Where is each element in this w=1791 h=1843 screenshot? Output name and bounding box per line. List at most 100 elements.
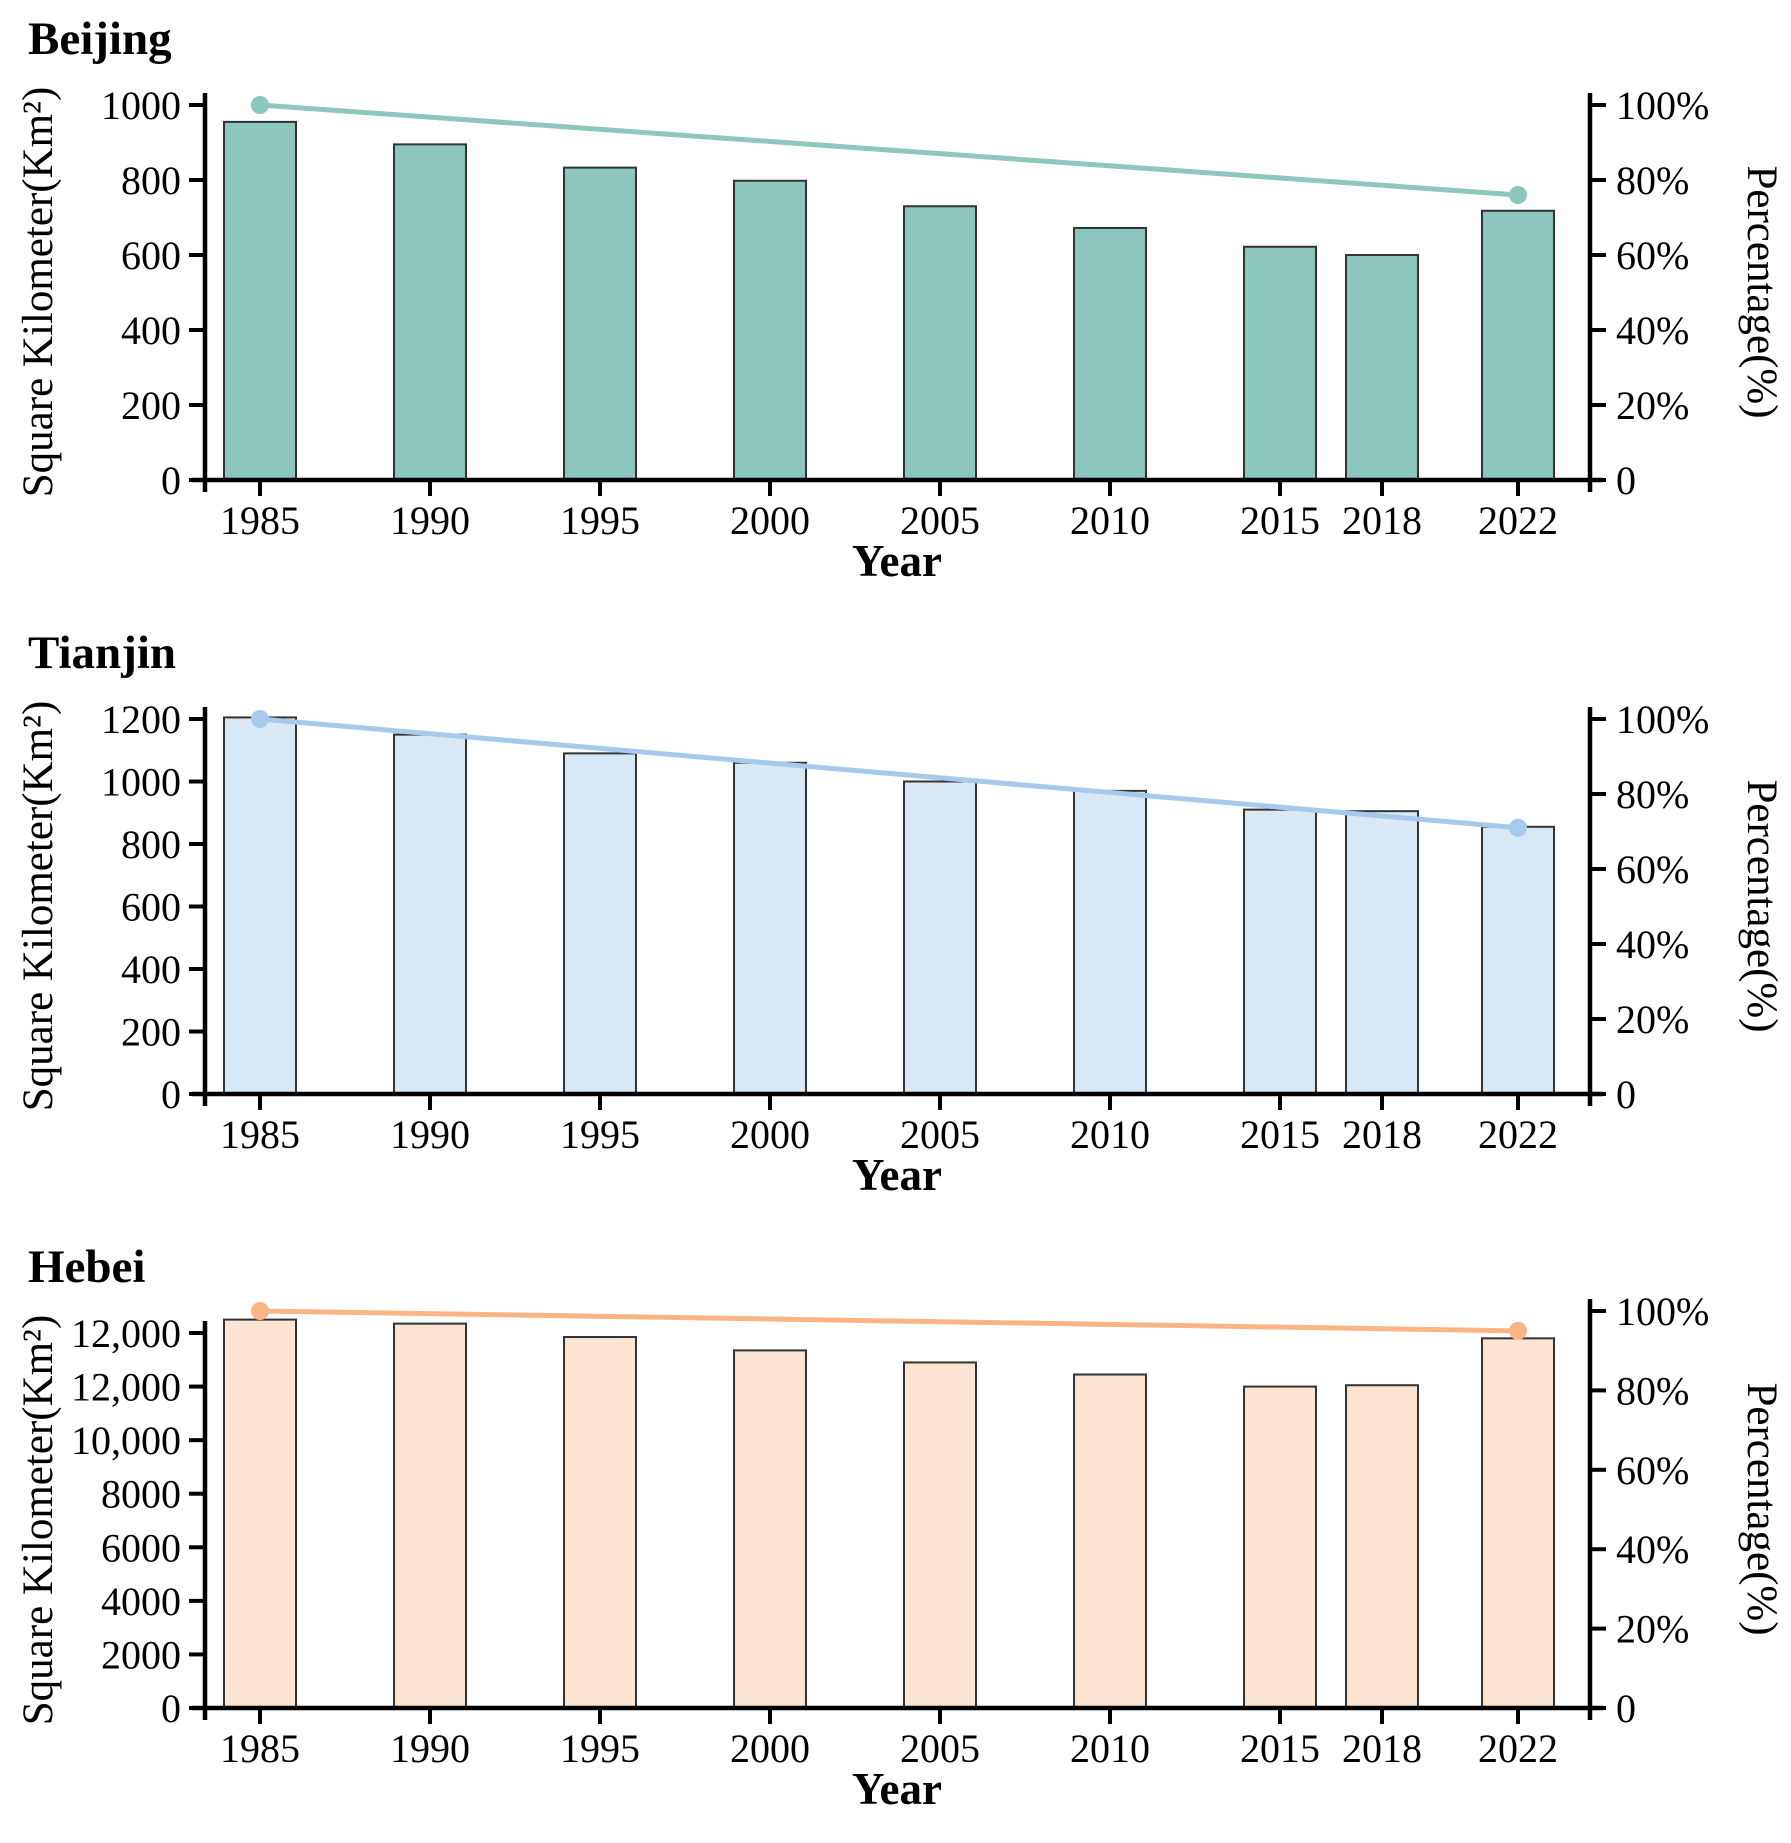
x-tick-label-2005: 2005	[900, 1726, 980, 1771]
x-tick-label-2015: 2015	[1240, 1112, 1320, 1157]
left-axis-tick-label: 1200	[101, 697, 181, 742]
right-axis-title: Percentage(%)	[1738, 779, 1785, 1032]
x-tick-label-2022: 2022	[1478, 1112, 1558, 1157]
percentage-line	[259, 1308, 1519, 1334]
bar-2022	[1481, 1337, 1555, 1709]
right-axis-tick-label: 20%	[1616, 1607, 1689, 1652]
left-axis-tick-label: 0	[161, 1072, 181, 1117]
percentage-dot-2022	[1509, 818, 1527, 837]
bar-1990	[393, 733, 467, 1095]
x-tick-label-1985: 1985	[220, 498, 300, 543]
right-axis-title: Percentage(%)	[1738, 1382, 1785, 1635]
plot-area: 12,000 12,000 10,000 8000 6000 4000 2000 0 100% 8…	[71, 1289, 1709, 1771]
x-tick-label-1990: 1990	[390, 1726, 470, 1771]
left-axis-title: Square Kilometer(Km²)	[15, 1315, 62, 1726]
right-axis-tick-label: 60%	[1616, 233, 1689, 278]
x-tick-label-2010: 2010	[1070, 498, 1150, 543]
right-axis-tick-label: 20%	[1616, 997, 1689, 1042]
left-axis-tick-label: 10,000	[71, 1418, 181, 1463]
left-axis-tick-label: 200	[121, 383, 181, 428]
percentage-dot-2022	[1509, 1321, 1527, 1340]
x-tick-label-1995: 1995	[560, 1726, 640, 1771]
left-axis-tick-label: 600	[121, 233, 181, 278]
bar-2015	[1243, 808, 1317, 1095]
bar-2015	[1243, 1385, 1317, 1709]
x-tick-label-1995: 1995	[560, 1112, 640, 1157]
beijing-chart-svg: Beijing Square Kilometer(Km²) Percentage…	[15, 13, 1785, 586]
panel-title: Beijing	[28, 13, 172, 65]
x-tick-label-2015: 2015	[1240, 1726, 1320, 1771]
panel-title: Tianjin	[28, 627, 176, 679]
right-axis-tick-label: 0	[1616, 1686, 1636, 1731]
x-axis-title: Year	[852, 536, 942, 586]
percentage-dot-1985	[251, 710, 269, 728]
right-axis-tick-label: 80%	[1616, 158, 1689, 203]
left-axis-title: Square Kilometer(Km²)	[15, 87, 62, 498]
bar-1995	[563, 1336, 637, 1710]
bar-1990	[393, 143, 467, 481]
bar-2015	[1243, 245, 1317, 481]
chart-panel-hebei: Hebei Square Kilometer(Km²) Percentage(%…	[0, 1228, 1791, 1842]
right-axis-tick-label: 40%	[1616, 1527, 1689, 1572]
chart-panel-tianjin: Tianjin Square Kilometer(Km²) Percentage…	[0, 614, 1791, 1228]
right-axis-tick-label: 100%	[1616, 1289, 1709, 1334]
bar-2018	[1345, 254, 1419, 481]
left-axis-tick-label: 12,000	[71, 1311, 181, 1356]
bar-1995	[563, 752, 637, 1095]
right-axis-tick-label: 60%	[1616, 1448, 1689, 1493]
bar-2018	[1345, 1384, 1419, 1709]
bar-2022	[1481, 209, 1555, 481]
left-axis-tick-label: 12,000	[71, 1365, 181, 1410]
x-tick-label-2015: 2015	[1240, 498, 1320, 543]
left-axis-tick-label: 400	[121, 308, 181, 353]
percentage-dot-1985	[251, 1302, 269, 1320]
left-axis-tick-label: 0	[161, 1686, 181, 1731]
left-axis-tick-label: 800	[121, 158, 181, 203]
left-axis-tick-label: 200	[121, 1010, 181, 1055]
left-axis-tick-label: 8000	[101, 1472, 181, 1517]
x-tick-label-2018: 2018	[1342, 1112, 1422, 1157]
percentage-dot-1985	[251, 96, 269, 114]
x-axis-title: Year	[852, 1150, 942, 1200]
x-tick-label-2010: 2010	[1070, 1112, 1150, 1157]
right-axis-tick-label: 80%	[1616, 1368, 1689, 1413]
bar-2000	[733, 761, 807, 1095]
chart-panel-beijing: Beijing Square Kilometer(Km²) Percentage…	[0, 0, 1791, 614]
bar-2000	[733, 1349, 807, 1710]
right-axis-tick-label: 80%	[1616, 772, 1689, 817]
left-axis-tick-label: 6000	[101, 1525, 181, 1570]
left-axis-tick-label: 400	[121, 947, 181, 992]
x-tick-label-2018: 2018	[1342, 1726, 1422, 1771]
right-axis-tick-label: 0	[1616, 458, 1636, 503]
bar-1995	[563, 166, 637, 481]
percentage-line	[259, 102, 1519, 198]
bar-1985	[223, 1318, 297, 1709]
panel-title: Hebei	[28, 1241, 145, 1293]
bar-2005	[903, 1361, 977, 1709]
left-axis-title: Square Kilometer(Km²)	[15, 701, 62, 1112]
hebei-chart-svg: Hebei Square Kilometer(Km²) Percentage(%…	[15, 1241, 1785, 1814]
bar-2000	[733, 179, 807, 481]
bar-2010	[1073, 1373, 1147, 1709]
right-axis-tick-label: 40%	[1616, 922, 1689, 967]
bar-2022	[1481, 825, 1555, 1095]
bar-1985	[223, 716, 297, 1095]
left-axis-tick-label: 1000	[101, 760, 181, 805]
x-tick-label-1990: 1990	[390, 498, 470, 543]
x-axis-title: Year	[852, 1764, 942, 1814]
bar-1985	[223, 120, 297, 481]
right-axis-tick-label: 0	[1616, 1072, 1636, 1117]
x-tick-label-2005: 2005	[900, 498, 980, 543]
left-axis-tick-label: 800	[121, 822, 181, 867]
left-axis-tick-label: 600	[121, 885, 181, 930]
right-axis-tick-label: 100%	[1616, 83, 1709, 128]
x-tick-label-2010: 2010	[1070, 1726, 1150, 1771]
right-axis-tick-label: 20%	[1616, 383, 1689, 428]
percentage-dot-2022	[1509, 186, 1527, 204]
x-tick-label-2000: 2000	[730, 498, 810, 543]
x-tick-label-2018: 2018	[1342, 498, 1422, 543]
bar-2005	[903, 780, 977, 1095]
left-axis-tick-label: 0	[161, 458, 181, 503]
bar-2018	[1345, 810, 1419, 1095]
